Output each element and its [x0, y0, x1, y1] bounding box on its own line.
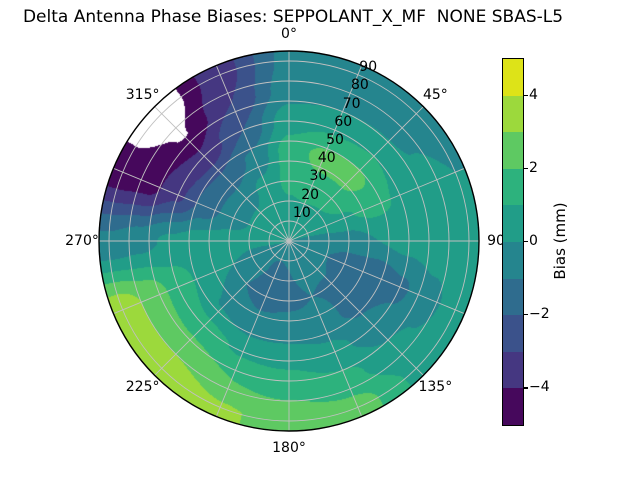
theta-tick-label: 0°	[281, 26, 297, 42]
colorbar-tick-mark	[524, 387, 528, 389]
colorbar-band	[503, 132, 523, 169]
chart-title: Delta Antenna Phase Biases: SEPPOLANT_X_…	[22, 7, 564, 27]
theta-tick-label: 315°	[125, 86, 160, 103]
colorbar-axis-label: Bias (mm)	[551, 202, 569, 280]
theta-tick-label: 270°	[65, 233, 99, 249]
colorbar-tick-label: 4	[529, 86, 538, 103]
r-tick-label: 20	[301, 186, 320, 203]
r-tick-label: 50	[326, 131, 344, 148]
r-tick-label: 40	[317, 150, 336, 167]
theta-tick-label: 90	[487, 233, 505, 249]
colorbar-tick-mark	[524, 241, 528, 243]
colorbar-band	[503, 205, 523, 242]
r-tick-label: 90	[359, 59, 378, 76]
theta-tick-label: 225°	[125, 379, 160, 396]
colorbar-band	[503, 168, 523, 206]
colorbar-band	[503, 59, 523, 96]
colorbar	[502, 58, 524, 426]
r-tick-label: 10	[292, 204, 311, 221]
colorbar-tick-label: −2	[529, 306, 550, 323]
colorbar-tick-label: 2	[529, 159, 538, 176]
colorbar-band	[503, 351, 523, 389]
r-tick-label: 60	[334, 113, 353, 130]
polar-grid	[98, 50, 480, 432]
colorbar-tick-mark	[524, 314, 528, 316]
colorbar-band	[503, 241, 523, 279]
colorbar-band	[503, 95, 523, 133]
theta-tick-label: 180°	[272, 440, 306, 456]
colorbar-tick-label: −4	[529, 379, 550, 396]
colorbar-tick-mark	[524, 94, 528, 96]
r-tick-label: 70	[342, 95, 361, 112]
r-tick-label: 80	[350, 77, 369, 94]
colorbar-band	[503, 388, 523, 425]
colorbar-tick-mark	[524, 167, 528, 169]
colorbar-band	[503, 315, 523, 352]
r-tick-label: 30	[309, 168, 328, 185]
plot-area: 0° 45° 90 135° 180° 225° 270° 315° 10 20 30 40 50 60 7…	[65, 26, 505, 456]
colorbar-tick-label: 0	[529, 233, 538, 249]
theta-tick-label: 45°	[422, 86, 448, 103]
colorbar-band	[503, 278, 523, 316]
theta-tick-label: 135°	[418, 379, 453, 396]
